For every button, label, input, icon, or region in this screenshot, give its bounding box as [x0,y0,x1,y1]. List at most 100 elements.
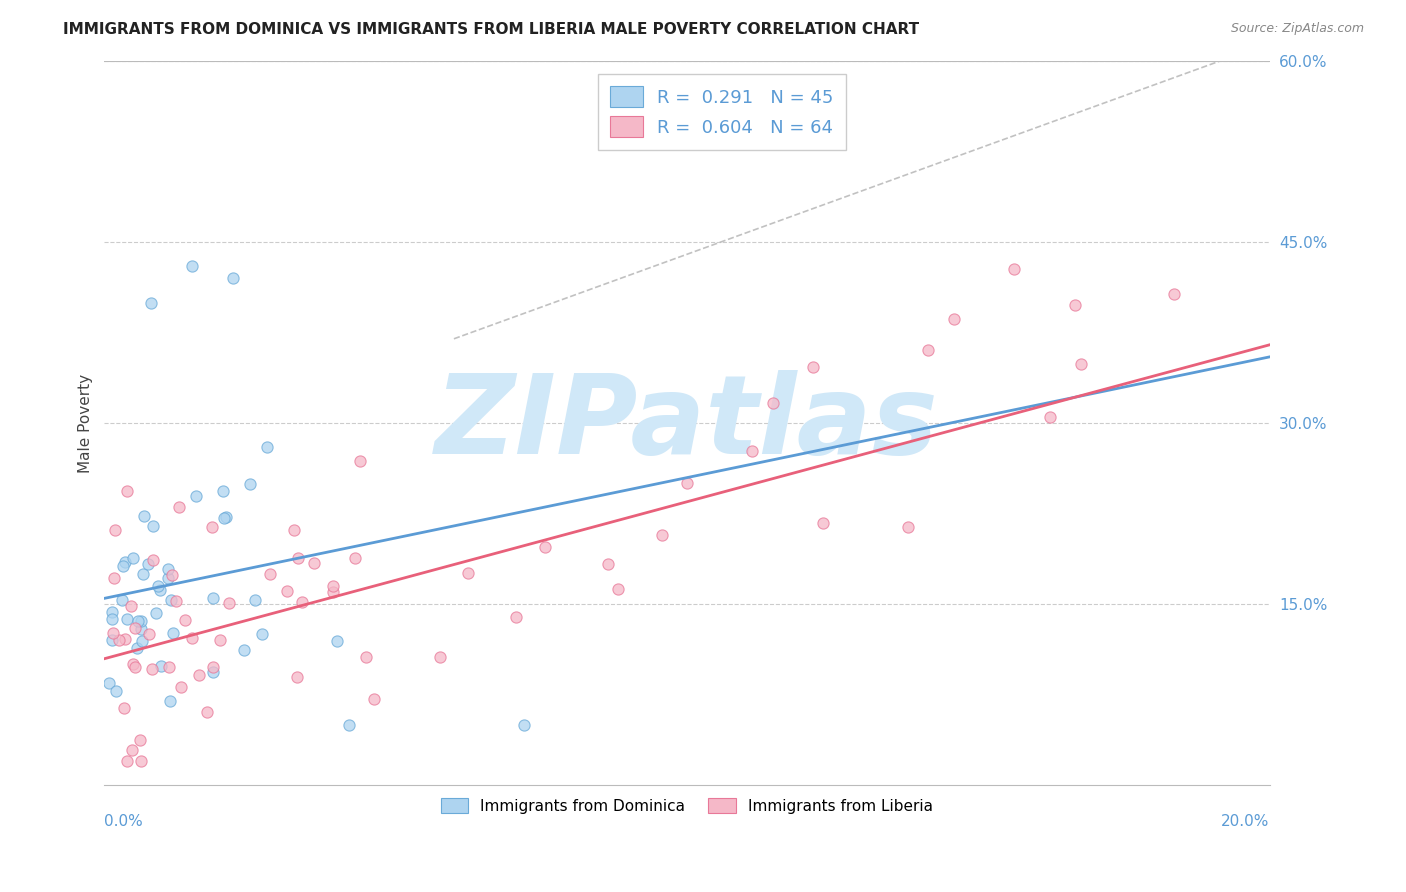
Point [337,718,360,732]
Point [146,580,169,594]
Point [104,523,127,537]
Point [142,519,165,533]
Point [148,583,170,598]
Point [129,614,152,628]
Point [157,571,180,585]
Point [170,680,193,694]
Point [121,657,143,671]
Point [233,643,256,657]
Point [132,509,155,524]
Point [160,567,183,582]
Point [201,665,224,680]
Point [195,705,218,719]
Text: 0.0%: 0.0% [104,814,143,830]
Point [101,633,124,648]
Point [114,555,136,569]
Point [128,733,150,747]
Point [180,260,202,274]
Point [1002,262,1025,277]
Point [363,691,385,706]
Point [322,579,344,593]
Point [811,516,834,530]
Point [897,520,920,534]
Point [180,631,202,645]
Point [349,454,371,468]
Point [651,528,673,542]
Point [120,599,142,614]
Point [125,640,148,655]
Text: ZIPatlas: ZIPatlas [434,370,939,477]
Point [202,591,225,606]
Point [943,312,966,326]
Point [212,484,235,499]
Point [259,566,281,581]
Point [127,614,149,628]
Point [184,489,207,503]
Point [1070,357,1092,371]
Point [505,610,527,624]
Point [1163,286,1185,301]
Point [110,593,132,607]
Point [157,660,180,674]
Point [287,550,309,565]
Point [354,650,377,665]
Point [429,650,451,665]
Point [457,566,479,580]
Point [214,511,236,525]
Point [103,570,125,584]
Point [283,523,305,537]
Point [801,360,824,375]
Point [165,593,187,607]
Point [201,660,224,674]
Point [243,593,266,607]
Point [115,611,138,625]
Point [188,668,211,682]
Point [239,476,262,491]
Point [131,634,153,648]
Point [114,632,136,646]
Text: 20.0%: 20.0% [1222,814,1270,830]
Point [112,701,135,715]
Point [142,553,165,567]
Point [215,509,238,524]
Point [121,550,143,565]
Point [101,605,124,619]
Point [159,694,181,708]
Point [513,718,536,732]
Point [162,625,184,640]
Point [141,662,163,676]
Point [138,627,160,641]
Point [124,660,146,674]
Point [129,623,152,637]
Point [132,566,155,581]
Text: Source: ZipAtlas.com: Source: ZipAtlas.com [1230,22,1364,36]
Legend: Immigrants from Dominica, Immigrants from Liberia: Immigrants from Dominica, Immigrants fro… [433,790,941,822]
Point [100,612,122,626]
Point [675,475,697,490]
Point [209,632,232,647]
Point [201,520,224,534]
Point [129,755,152,769]
Point [97,676,120,690]
Point [157,562,180,576]
Point [256,441,278,455]
Point [117,755,139,769]
Point [917,343,939,358]
Point [218,596,240,610]
Text: IMMIGRANTS FROM DOMINICA VS IMMIGRANTS FROM LIBERIA MALE POVERTY CORRELATION CHA: IMMIGRANTS FROM DOMINICA VS IMMIGRANTS F… [63,22,920,37]
Point [326,633,349,648]
Point [741,444,763,458]
Point [145,607,167,621]
Point [136,557,159,571]
Point [169,500,191,515]
Point [105,683,128,698]
Point [139,295,162,310]
Point [221,271,243,285]
Point [103,625,125,640]
Point [174,613,197,627]
Point [150,659,173,673]
Point [302,556,325,570]
Point [291,595,314,609]
Point [1039,409,1062,424]
Point [111,559,134,574]
